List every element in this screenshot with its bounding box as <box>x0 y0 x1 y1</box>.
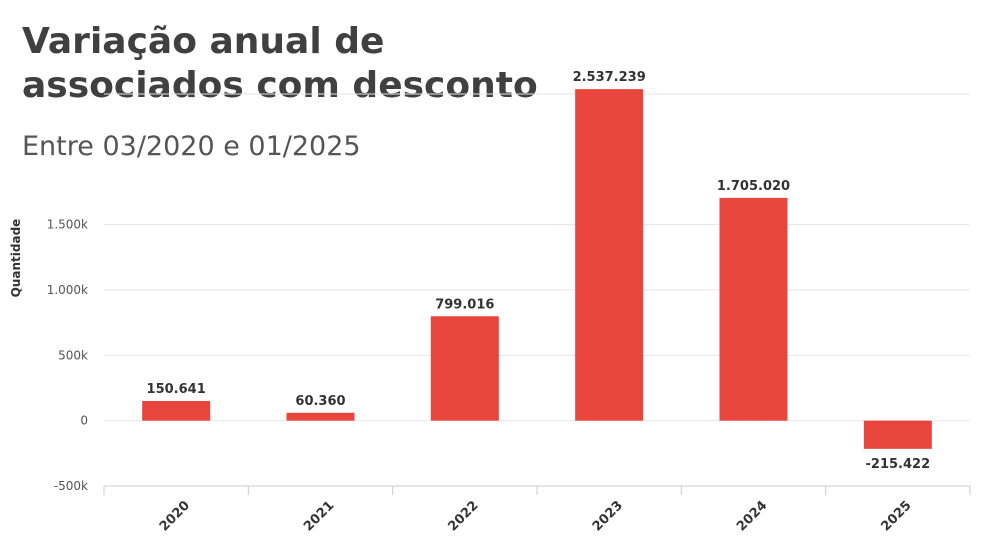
y-tick-label: 1.000k <box>47 283 88 297</box>
bar-2021 <box>286 412 355 421</box>
grid-lines <box>104 93 970 422</box>
chart-title-line-2: associados com desconto <box>22 65 538 106</box>
x-tick-label-2020: 2020 <box>157 498 193 534</box>
data-label-2024: 1.705.020 <box>717 179 790 194</box>
chart-title-line-1: Variação anual de <box>22 21 385 62</box>
y-axis-ticks: -500k 0 500k 1.000k 1.500k <box>47 218 88 493</box>
x-tick-label-2025: 2025 <box>878 498 914 534</box>
data-label-2025: -215.422 <box>866 457 931 472</box>
x-tick-label-2024: 2024 <box>734 498 770 534</box>
x-axis: 2020 2021 2022 2023 2024 2025 <box>103 485 971 534</box>
bars <box>142 89 932 449</box>
data-label-2021: 60.360 <box>295 394 345 409</box>
y-tick-label: 500k <box>58 348 88 362</box>
bar-2024 <box>719 197 788 421</box>
data-label-2020: 150.641 <box>147 382 206 397</box>
data-label-2022: 799.016 <box>435 297 494 312</box>
bar-2025 <box>863 420 932 449</box>
y-tick-label: 1.500k <box>47 218 88 232</box>
x-tick-label-2021: 2021 <box>301 498 337 534</box>
data-labels: 150.641 60.360 799.016 2.537.239 1.705.020 -2… <box>147 70 931 472</box>
y-tick-label: -500k <box>54 479 88 493</box>
x-tick-label-2023: 2023 <box>590 498 626 534</box>
y-tick-label: 0 <box>80 414 88 428</box>
chart-title: Variação anual de associados com descont… <box>22 20 582 108</box>
x-tick-label-2022: 2022 <box>445 498 481 534</box>
bar-2022 <box>430 316 499 421</box>
bar-2023 <box>575 89 644 421</box>
y-axis-title: Quantidade <box>9 219 23 298</box>
data-label-2023: 2.537.239 <box>573 70 646 85</box>
chart-subtitle: Entre 03/2020 e 01/2025 <box>22 131 361 162</box>
bar-2020 <box>142 400 211 421</box>
